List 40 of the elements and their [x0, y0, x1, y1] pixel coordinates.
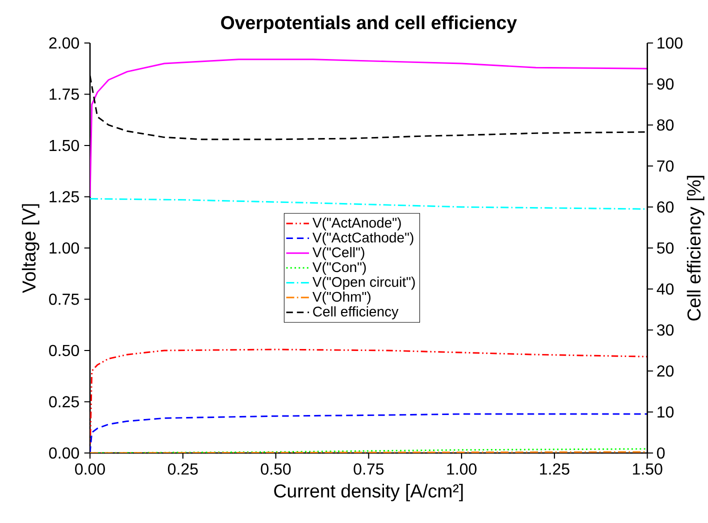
legend-label: Cell efficiency — [313, 306, 398, 320]
x-tick-label: 0.50 — [260, 463, 291, 475]
x-axis-title: Current density [A/cm²] — [274, 484, 463, 502]
legend-label: V("Con") — [312, 262, 366, 275]
chart-title: Overpotentials and cell efficiency — [221, 16, 517, 33]
y2-tick-label: 50 — [657, 242, 674, 254]
x-tick-label: 0.75 — [354, 463, 384, 475]
x-tick-label: 0.25 — [168, 463, 198, 475]
y-tick-label: 0.50 — [49, 344, 79, 356]
y2-axis-title: Cell efficiency [%] — [686, 176, 704, 321]
y-tick-label: 1.00 — [50, 242, 79, 254]
y-tick-label: 1.25 — [50, 191, 79, 202]
y2-tick-label: 20 — [657, 365, 674, 377]
y-axis-title: Voltage [V] — [22, 204, 40, 294]
y2-tick-label: 0 — [657, 447, 665, 459]
x-tick-label: 1.00 — [447, 463, 477, 475]
legend-label: V("Ohm") — [312, 291, 370, 305]
y2-tick-label: 90 — [657, 78, 674, 90]
x-tick-label: 1.50 — [632, 463, 662, 475]
legend-label: V("Cell") — [312, 247, 364, 260]
y-tick-label: 0.75 — [49, 294, 79, 305]
y-tick-label: 1.75 — [50, 88, 79, 100]
y2-tick-label: 60 — [657, 201, 674, 213]
legend-label: V("ActCathode") — [312, 232, 414, 246]
y-tick-label: 2.00 — [49, 37, 79, 49]
y2-tick-label: 70 — [657, 160, 674, 172]
line-series — [90, 58, 648, 198]
y2-tick-label: 80 — [657, 119, 674, 131]
x-tick-label: 0.00 — [75, 463, 105, 475]
y2-tick-label: 100 — [658, 37, 682, 49]
y2-tick-label: 30 — [657, 324, 674, 336]
legend-label: V("ActAnode") — [312, 217, 401, 230]
legend-label: V("Open circuit") — [312, 276, 415, 290]
line-series — [90, 198, 648, 210]
y-tick-label: 0.25 — [49, 396, 79, 408]
y2-tick-label: 10 — [658, 406, 674, 418]
x-tick-label: 1.25 — [540, 463, 570, 475]
y-tick-label: 1.50 — [50, 140, 79, 152]
y-tick-label: 0.00 — [49, 447, 79, 459]
y2-tick-label: 40 — [656, 283, 674, 295]
